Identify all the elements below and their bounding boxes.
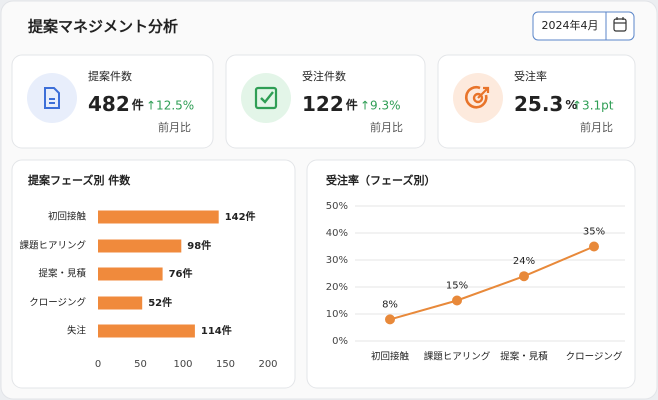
line-panel [306,159,636,389]
x-tick-label: 初回接触 [371,351,410,363]
line [389,245,595,321]
kpi-card: 受注件数 122 件 ↑9.3% 前月比 [225,54,426,149]
kpi-unit: % [565,98,577,112]
icon [44,87,60,109]
kpi-number: 482 [88,92,130,116]
kpi-change: ↑12.5% [146,99,194,113]
kpi-number: 25.3 [514,92,563,116]
x-tick-label: 0 [95,359,101,370]
bar [98,239,182,253]
x-tick-label: 50 [134,359,147,370]
data-label: 8% [382,299,398,310]
y-tick-label: 提案・見積 [38,268,86,280]
bar [98,210,219,224]
bar [98,324,195,338]
icon [260,91,274,104]
data-label: 142件 [225,210,256,223]
bar [98,267,163,281]
date-picker[interactable]: 2024年4月 [532,11,635,41]
kpi-unit: 件 [132,97,144,112]
x-tick-label: 200 [258,359,277,370]
kpi-label: 受注件数 [302,69,346,83]
line-chart-title: 受注率（フェーズ別） [326,173,435,187]
y-tick-label: 初回接触 [48,211,87,223]
kpi-compare: 前月比 [158,120,191,134]
point [385,314,395,325]
calendar-button[interactable] [613,17,627,32]
kpi-change: ↑3.1pt [572,99,614,113]
y-tick-label: 0% [332,336,348,347]
kpi-label: 受注率 [514,69,547,83]
page-title: 提案マネジメント分析 [28,18,178,36]
data-label: 52件 [148,296,172,309]
y-tick-label: 20% [326,282,348,293]
x-tick-label: クロージング [566,351,623,363]
icon [477,86,490,99]
icon [254,86,278,110]
x-tick-label: 提案・見積 [500,351,548,363]
data-label: 35% [583,227,605,238]
kpi-value: 482 件 [88,92,144,116]
y-tick-label: 10% [326,309,348,320]
kpi-card: 受注率 25.3 %↑3.1pt 前月比 [437,54,636,149]
y-tick-label: 50% [326,201,348,212]
data-label: 114件 [201,324,232,337]
data-label: 98件 [187,239,211,252]
icon [464,86,488,109]
y-tick-label: 30% [326,255,348,266]
icon [472,92,484,104]
data-label: 15% [446,281,468,292]
kpi-value: 25.3% [514,92,577,116]
date-box[interactable] [532,11,635,41]
kpi-label: 提案件数 [88,69,132,83]
y-tick-label: 40% [326,228,348,239]
point [452,295,462,306]
x-tick-label: 100 [173,359,192,370]
bar [98,296,143,310]
kpi-card: 提案件数 482 件 ↑12.5% 前月比 [11,54,214,149]
kpi-icon-bg [241,73,291,123]
point [519,271,529,282]
kpi-compare: 前月比 [580,120,613,134]
bar-chart-title: 提案フェーズ別 件数 [28,173,131,187]
data-label: 76件 [169,267,193,280]
date-text[interactable]: 2024年4月 [542,18,599,32]
kpi-number: 122 [302,92,344,116]
kpi-compare: 前月比 [370,120,403,134]
y-tick-label: クロージング [29,297,86,309]
y-tick-label: 課題ヒアリング [19,240,86,252]
kpi-unit: 件 [346,97,358,112]
kpi-value: 122 件 [302,92,358,116]
y-tick-label: 失注 [67,325,87,337]
x-tick-label: 課題ヒアリング [424,351,491,363]
point [589,241,599,252]
kpi-change: ↑9.3% [360,99,401,113]
data-label: 24% [513,256,535,267]
x-tick-label: 150 [216,359,235,370]
